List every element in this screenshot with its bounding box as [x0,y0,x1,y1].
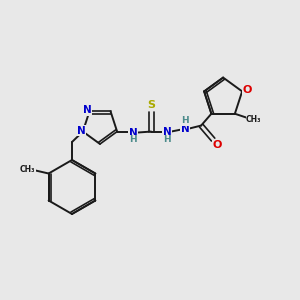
Text: N: N [76,126,85,136]
Text: S: S [147,100,155,110]
Text: N: N [129,128,137,138]
Text: CH₃: CH₃ [246,115,262,124]
Text: H: H [181,116,189,125]
Text: CH₃: CH₃ [20,165,35,174]
Text: H: H [129,135,137,144]
Text: H: H [163,135,171,144]
Text: N: N [83,105,92,116]
Text: O: O [212,140,222,150]
Text: N: N [181,124,190,134]
Text: O: O [242,85,252,95]
Text: N: N [163,127,172,136]
